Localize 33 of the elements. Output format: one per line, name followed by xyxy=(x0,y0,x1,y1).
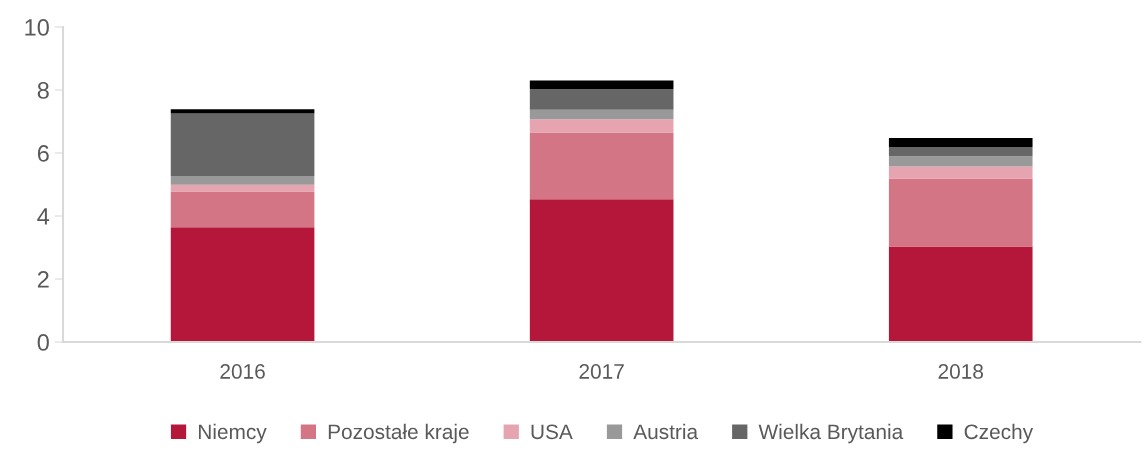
bar xyxy=(888,178,1033,247)
legend-label: Wielka Brytania xyxy=(758,423,904,444)
bar xyxy=(529,89,674,110)
x-tick-label: 2016 xyxy=(220,364,265,379)
y-tick-label: 10 xyxy=(25,19,49,36)
bar xyxy=(888,166,1033,179)
bar xyxy=(888,137,1033,148)
bar xyxy=(170,227,315,342)
bar xyxy=(888,147,1033,157)
x-tick-label: 2018 xyxy=(938,364,983,379)
bar xyxy=(888,246,1033,342)
bar xyxy=(170,184,315,192)
y-tick-label: 0 xyxy=(37,334,49,351)
bar xyxy=(170,191,315,228)
bar xyxy=(170,109,315,114)
x-tick-label: 2017 xyxy=(579,364,624,379)
bar xyxy=(529,119,674,133)
bar xyxy=(888,156,1033,167)
legend-label: Pozostałe kraje xyxy=(328,423,469,444)
y-tick-label: 2 xyxy=(37,271,49,288)
bar xyxy=(529,80,674,90)
y-tick-label: 6 xyxy=(37,145,49,162)
legend-label: USA xyxy=(531,424,573,440)
bar xyxy=(529,132,674,200)
y-tick-label: 8 xyxy=(37,82,49,99)
y-tick-label: 4 xyxy=(37,208,50,225)
bar xyxy=(529,109,674,120)
bar xyxy=(170,113,315,176)
legend-label: Austria xyxy=(633,423,699,440)
legend-label: Czechy xyxy=(964,423,1034,444)
bar xyxy=(529,199,674,342)
bar xyxy=(170,175,315,185)
legend-label: Niemcy xyxy=(198,423,267,444)
